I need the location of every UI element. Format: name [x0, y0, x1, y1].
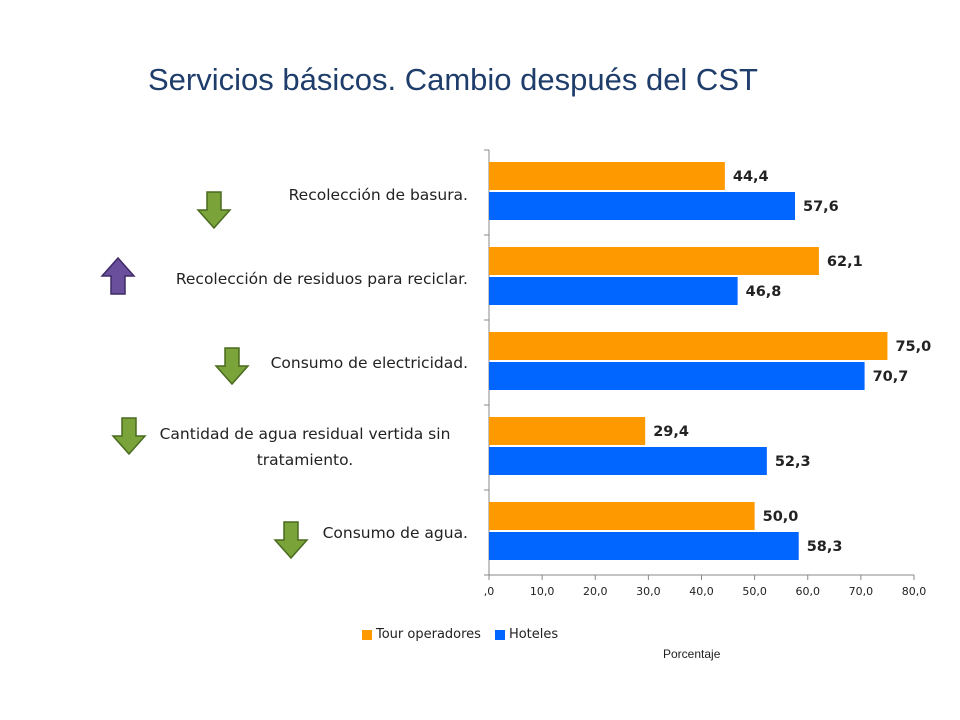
legend-label-tour-operadores: Tour operadores [376, 627, 481, 642]
category-label: Consumo de agua. [322, 524, 468, 542]
bar-hoteles [489, 277, 738, 305]
bar-tour-operadores [489, 247, 819, 275]
bar-hoteles [489, 447, 767, 475]
x-tick-label: 50,0 [742, 585, 767, 598]
arrow-shape [273, 521, 309, 560]
arrow-shape [196, 191, 232, 230]
data-label: 52,3 [775, 454, 811, 470]
bar-hoteles [489, 532, 799, 560]
arrow-shape [214, 347, 250, 386]
x-tick-label: 40,0 [689, 585, 714, 598]
category-label: Consumo de electricidad. [270, 354, 468, 372]
data-label: 50,0 [763, 509, 799, 525]
bar-hoteles [489, 192, 795, 220]
x-tick-label: 60,0 [796, 585, 821, 598]
data-label: 46,8 [746, 284, 782, 300]
data-label: 62,1 [827, 254, 863, 270]
category-label: Cantidad de agua residual vertida sin tr… [159, 425, 451, 469]
arrow-down-icon [214, 347, 250, 386]
x-tick-label: 80,0 [902, 585, 927, 598]
arrow-down-icon [111, 417, 147, 456]
legend-item-tour-operadores: Tour operadores [362, 627, 481, 642]
arrow-shape [111, 417, 147, 456]
data-label: 75,0 [895, 339, 931, 355]
legend-item-hoteles: Hoteles [494, 627, 559, 642]
x-tick-label: 10,0 [530, 585, 555, 598]
bar-tour-operadores [489, 417, 646, 445]
x-tick-label: 20,0 [583, 585, 608, 598]
arrow-down-icon [273, 521, 309, 560]
x-axis-label: Porcentaje [663, 647, 721, 661]
arrow-shape [100, 256, 136, 295]
data-label: 70,7 [873, 369, 909, 385]
category-label: Recolección de basura. [288, 186, 468, 204]
chart-title: Servicios básicos. Cambio después del CS… [148, 62, 758, 97]
arrow-up-icon [100, 256, 136, 295]
bar-hoteles [489, 362, 865, 390]
x-tick-label: ,0 [484, 585, 495, 598]
bar-tour-operadores [489, 162, 725, 190]
legend-swatch-hoteles [494, 629, 505, 640]
legend: Tour operadores Hoteles [362, 627, 566, 642]
x-tick-label: 70,0 [849, 585, 874, 598]
x-tick-label: 30,0 [636, 585, 661, 598]
data-label: 44,4 [733, 169, 769, 185]
bar-tour-operadores [489, 502, 755, 530]
legend-label-hoteles: Hoteles [508, 627, 559, 642]
legend-swatch-tour-operadores [362, 629, 372, 640]
category-label: Recolección de residuos para reciclar. [175, 270, 468, 288]
data-label: 57,6 [803, 199, 839, 215]
data-label: 58,3 [807, 539, 843, 555]
arrow-down-icon [196, 191, 232, 230]
bar-tour-operadores [489, 332, 888, 360]
data-label: 29,4 [653, 424, 689, 440]
